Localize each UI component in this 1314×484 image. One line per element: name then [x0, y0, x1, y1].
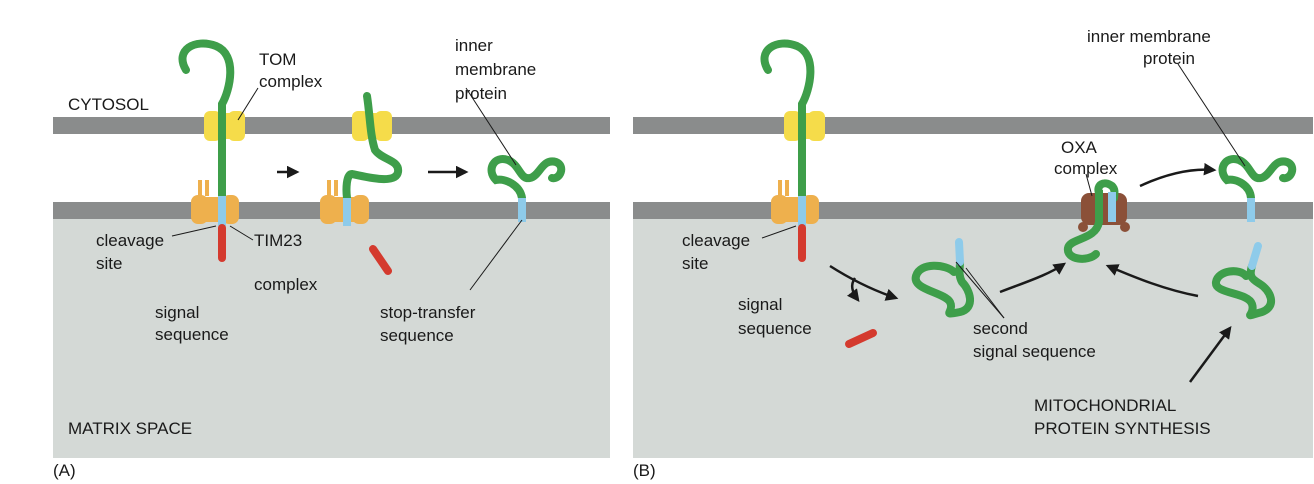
- inner-membrane-protein-a3: [487, 155, 566, 202]
- cleavage-label-a-2: site: [96, 254, 122, 273]
- imported-protein-a1: [178, 39, 235, 200]
- oxa-label-1: OXA: [1061, 138, 1098, 157]
- signal-label-a-1: signal: [155, 303, 199, 322]
- tom-leader-line: [237, 87, 259, 121]
- cleavage-leader-line-a: [171, 225, 217, 237]
- cleavage-label-b-2: site: [682, 254, 708, 273]
- mito-synthesis-label-2: PROTEIN SYNTHESIS: [1034, 419, 1211, 438]
- tim23-label-1: TIM23: [254, 231, 302, 250]
- tim23-complex-b1: [771, 180, 819, 224]
- second-signal-mito: [1248, 242, 1262, 270]
- outer-membrane-b: [633, 117, 1313, 134]
- arrow-oxa-to-membrane: [1139, 162, 1217, 188]
- imported-protein-a2: [342, 92, 403, 202]
- signal-label-b-1: signal: [738, 295, 782, 314]
- tim23-complex-a1: [191, 180, 239, 224]
- arrow-to-matrix: [829, 264, 899, 301]
- outer-membrane-a: [53, 117, 610, 134]
- second-signal-leader-1: [955, 261, 1005, 319]
- matrix-space-b: [633, 218, 1313, 458]
- imp-label-b-2: protein: [1143, 49, 1195, 68]
- cleavage-label-a-1: cleavage: [96, 231, 164, 250]
- panel-b-letter: (B): [633, 461, 656, 480]
- imp-label-a-1: inner: [455, 36, 493, 55]
- matrix-space-a: [53, 218, 610, 458]
- imp-label-a-3: protein: [455, 84, 507, 103]
- cleaved-signal-peptide-b: [845, 329, 877, 348]
- imp-label-a-2: membrane: [455, 60, 536, 79]
- tim23-leader-line: [229, 225, 254, 241]
- second-signal-label-2: signal sequence: [973, 342, 1096, 361]
- cleavage-label-b-1: cleavage: [682, 231, 750, 250]
- second-signal-b2: [955, 238, 964, 266]
- imported-protein-b1: [760, 39, 815, 200]
- arrow-mito-to-oxa: [1105, 264, 1199, 298]
- matrix-space-label: MATRIX SPACE: [68, 419, 192, 438]
- tim23-label-2: complex: [254, 275, 318, 294]
- second-signal-label-1: second: [973, 319, 1028, 338]
- arrow-signal-release: [847, 277, 860, 303]
- imp-label-b-1: inner membrane: [1087, 27, 1211, 46]
- tom-label-1: TOM: [259, 50, 296, 69]
- inner-membrane-protein-b: [1218, 155, 1297, 202]
- panel-a: CYTOSOL MATRIX SPACE TOM complex inner m…: [53, 36, 610, 480]
- stop-transfer-label-1: stop-transfer: [380, 303, 476, 322]
- second-signal-leader-2: [965, 267, 1005, 319]
- stop-transfer-leader-line: [469, 219, 523, 291]
- arrow-to-oxa: [999, 262, 1067, 294]
- panel-a-letter: (A): [53, 461, 76, 480]
- stop-transfer-label-2: sequence: [380, 326, 454, 345]
- matrix-intermediate-b2: [911, 258, 974, 318]
- oxa-leader-line: [1085, 173, 1093, 197]
- signal-label-a-2: sequence: [155, 325, 229, 344]
- imp-leader-line-b: [1177, 63, 1246, 167]
- arrow-synthesis: [1188, 325, 1232, 383]
- inner-membrane-b: [633, 202, 1313, 219]
- oxa-label-2: complex: [1054, 159, 1118, 178]
- imp-leader-line-a: [465, 87, 517, 166]
- signal-label-b-2: sequence: [738, 319, 812, 338]
- panel-b: inner membrane protein OXA complex cleav…: [633, 27, 1313, 480]
- cytosol-label: CYTOSOL: [68, 95, 149, 114]
- tom-label-2: complex: [259, 72, 323, 91]
- cleaved-signal-peptide-a: [369, 245, 392, 275]
- cleavage-leader-line-b: [761, 225, 797, 239]
- mito-synthesis-label-1: MITOCHONDRIAL: [1034, 396, 1176, 415]
- mito-synthesized-protein: [1212, 262, 1276, 320]
